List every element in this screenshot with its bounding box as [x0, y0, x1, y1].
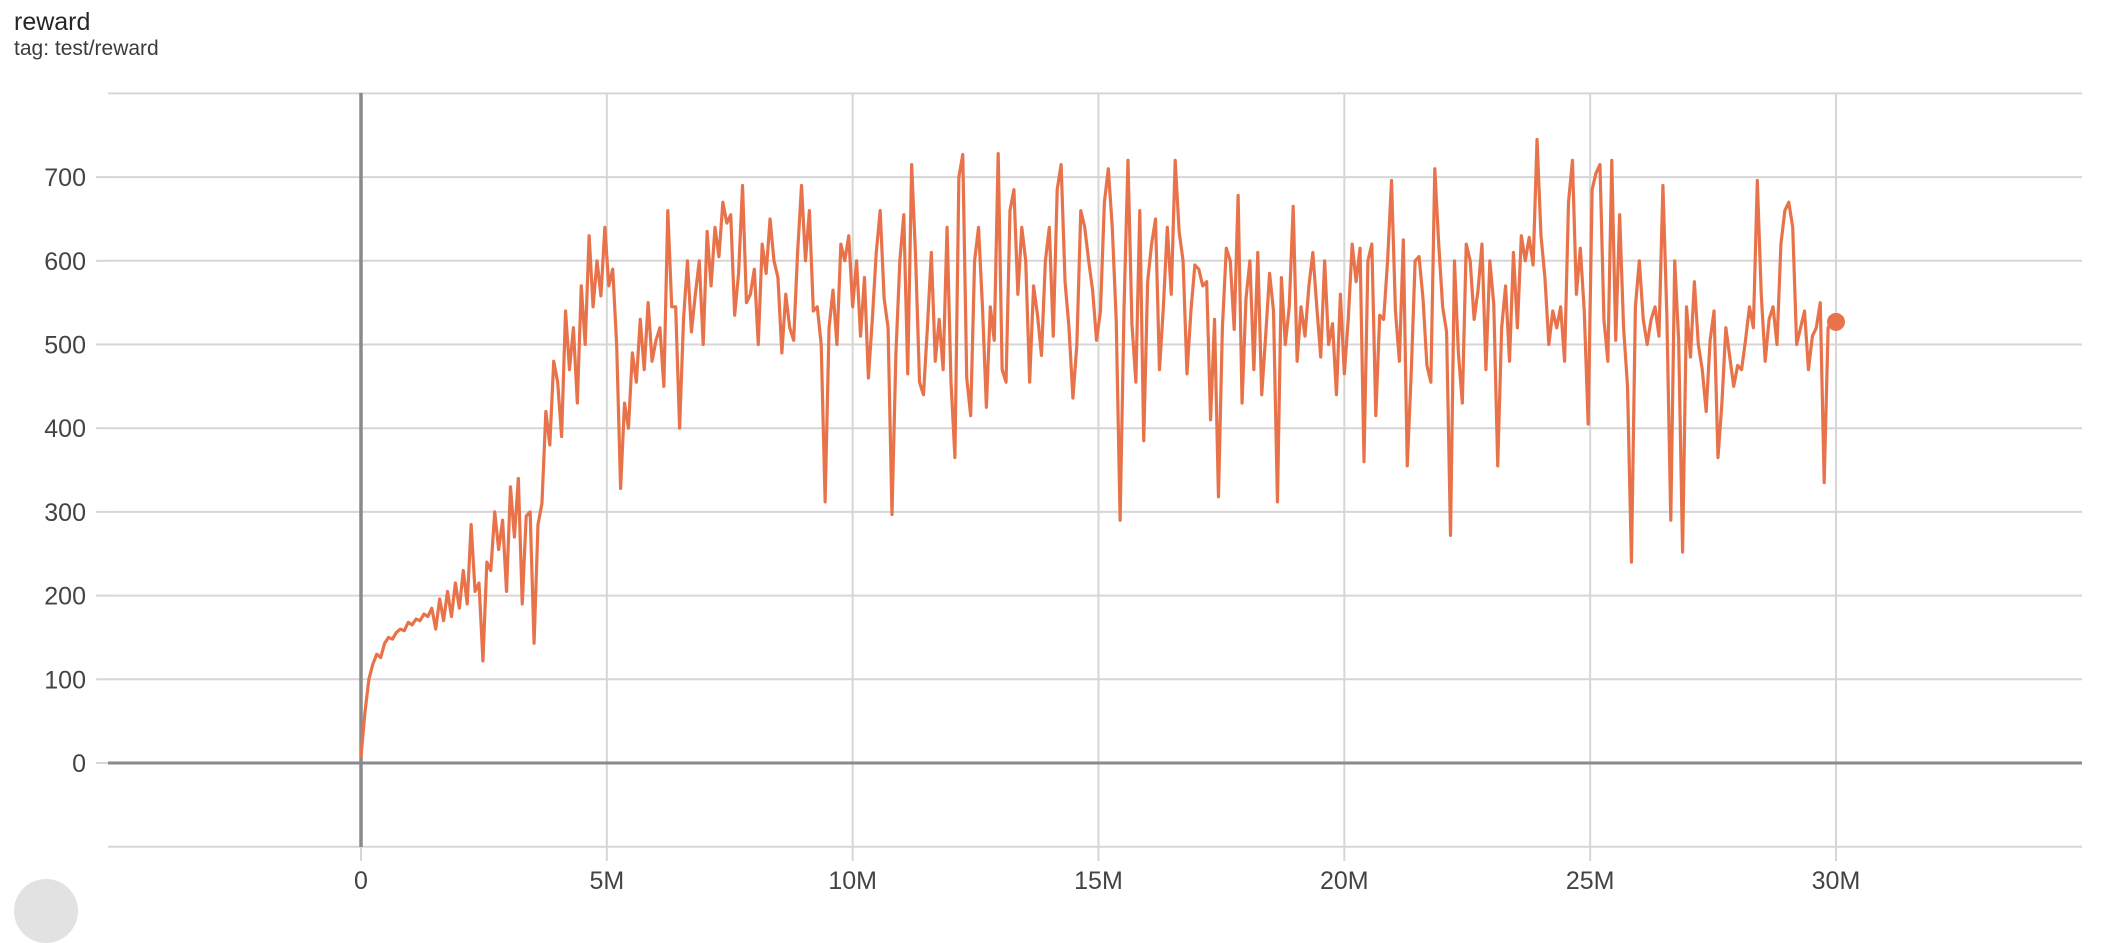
x-axis-tick-labels: 0 5M 10M 15M 20M 25M 30M	[354, 847, 1860, 895]
line-chart-plot[interactable]: 700 600 500 400 300 200 100 0 0 5M 10M 15M 20M 25M 30…	[0, 0, 2106, 902]
y-tick-label: 0	[72, 750, 86, 778]
chart-subtitle: tag: test/reward	[14, 37, 159, 60]
x-tick-label: 0	[354, 867, 368, 895]
series-line-0	[359, 137, 1838, 758]
y-tick-label: 400	[44, 415, 86, 443]
endpoint-dot	[1826, 312, 1845, 331]
y-tick-label: 300	[44, 499, 86, 527]
series-lines	[359, 137, 1838, 758]
y-tick-label: 700	[44, 164, 86, 192]
x-tick-label: 15M	[1074, 867, 1123, 895]
y-tick-label: 100	[44, 666, 86, 694]
chart-title: reward	[14, 8, 91, 36]
axis-lines	[108, 93, 2082, 847]
y-tick-label: 200	[44, 583, 86, 611]
y-axis-tick-labels: 700 600 500 400 300 200 100 0	[44, 164, 108, 778]
grid-lines	[108, 92, 2082, 848]
endpoint-marker	[1826, 312, 1845, 331]
y-tick-label: 600	[44, 248, 86, 276]
x-tick-label: 20M	[1320, 867, 1369, 895]
y-tick-label: 500	[44, 332, 86, 360]
corner-fab-button[interactable]	[14, 879, 78, 943]
x-tick-label: 5M	[589, 867, 624, 895]
x-tick-label: 25M	[1566, 867, 1615, 895]
x-tick-label: 10M	[828, 867, 877, 895]
x-tick-label: 30M	[1812, 867, 1861, 895]
